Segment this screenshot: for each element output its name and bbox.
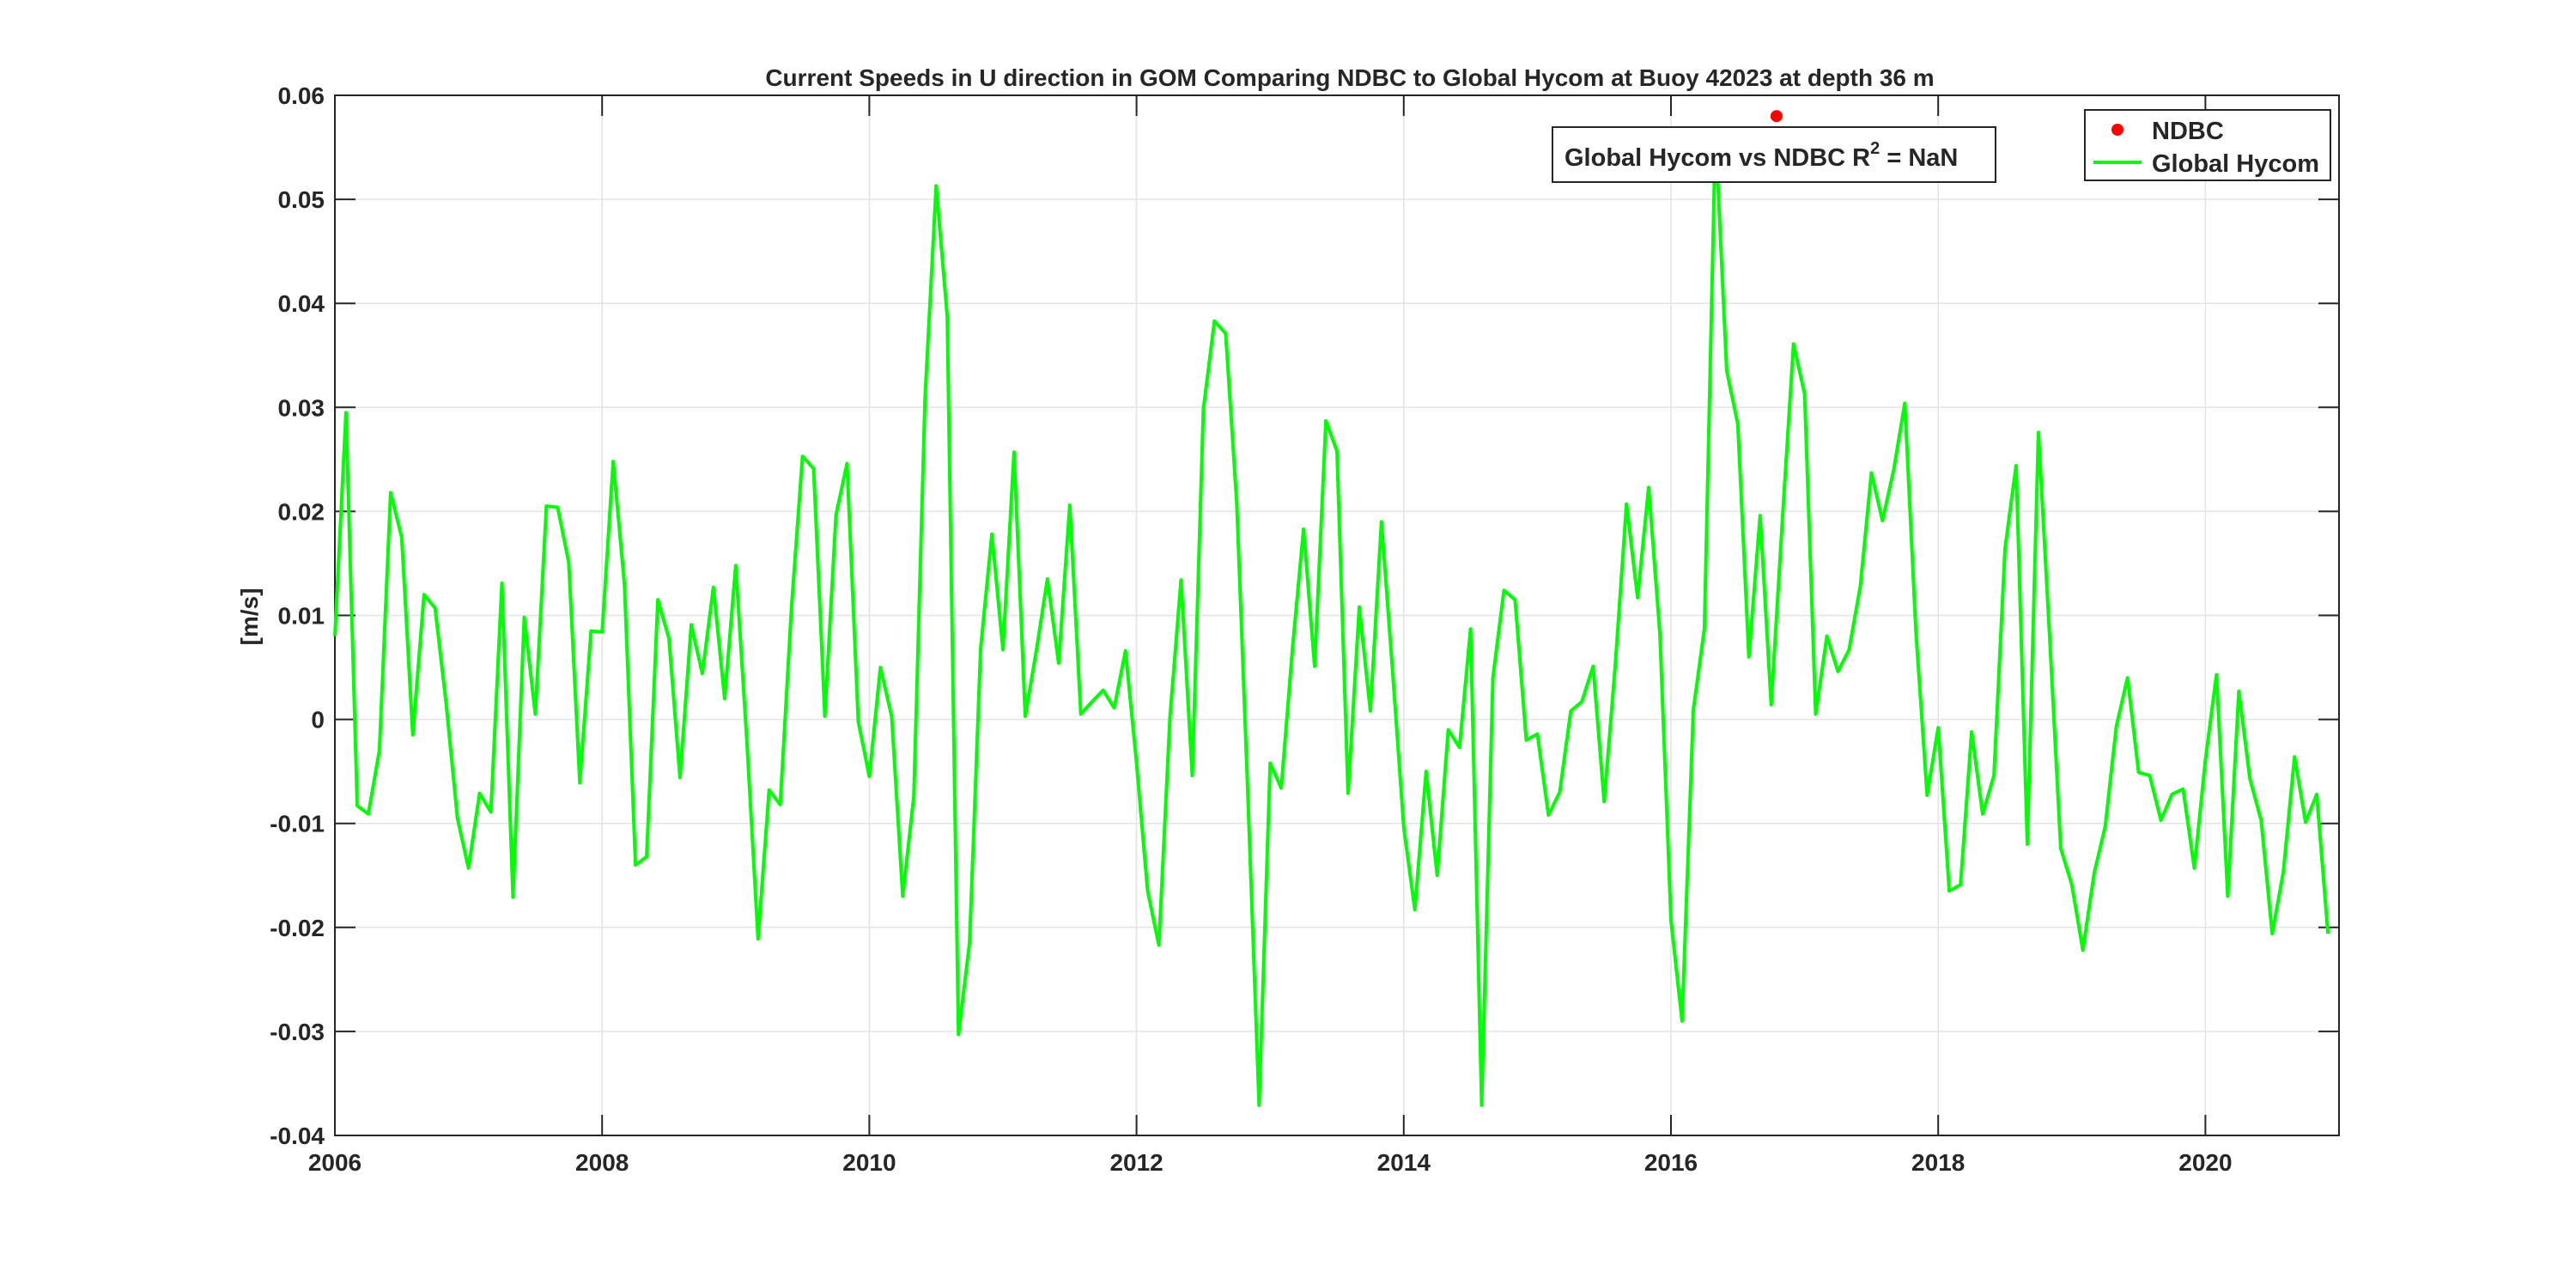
y-tick-label: -0.01 xyxy=(270,811,325,837)
x-tick-label: 2012 xyxy=(1109,1149,1163,1176)
x-tick-label: 2014 xyxy=(1377,1149,1431,1176)
x-tick-label: 2008 xyxy=(575,1149,629,1176)
y-tick-label: 0.03 xyxy=(278,394,325,421)
y-axis-tick-labels: -0.04 -0.03 -0.02 -0.01 0 0.01 0.02 0.03 0.04 0.0… xyxy=(270,82,325,1149)
y-tick-label: 0 xyxy=(311,707,325,733)
x-tick-label: 2016 xyxy=(1644,1149,1698,1176)
x-axis-tick-labels: 2006 2008 2010 2012 2014 2016 2018 2020 xyxy=(308,1149,2233,1176)
y-tick-label: 0.06 xyxy=(278,82,325,109)
data-point-ndbc xyxy=(1770,110,1783,123)
x-tick-label: 2010 xyxy=(842,1149,896,1176)
series-layer xyxy=(333,110,2330,1107)
legend-label-ndbc: NDBC xyxy=(2152,118,2224,145)
annotation-frame xyxy=(1552,126,1996,183)
legend-marker-ndbc xyxy=(2111,124,2123,136)
annotation-text: Global Hycom vs NDBC R2 = NaN xyxy=(1564,139,1958,172)
y-tick-label: 0.02 xyxy=(278,498,325,525)
x-tick-label: 2006 xyxy=(308,1149,361,1176)
y-tick-label: -0.04 xyxy=(270,1123,325,1149)
y-tick-label: 0.05 xyxy=(278,186,325,213)
annotation-box: Global Hycom vs NDBC R2 = NaN xyxy=(1552,126,1996,183)
x-tick-label: 2020 xyxy=(2178,1149,2232,1176)
annotation-suffix: = NaN xyxy=(1880,144,1958,172)
legend-label-global-hycom: Global Hycom xyxy=(2152,150,2319,178)
legend: NDBC Global Hycom xyxy=(2084,109,2331,181)
series-line-global-hycom xyxy=(333,130,2330,1107)
annotation-superscript: 2 xyxy=(1870,139,1880,158)
y-axis-label: [m/s] xyxy=(236,588,263,646)
legend-frame xyxy=(2084,109,2331,181)
y-tick-label: -0.03 xyxy=(270,1019,325,1045)
chart-title: Current Speeds in U direction in GOM Com… xyxy=(765,64,1934,91)
grid-lines xyxy=(334,94,2339,1136)
y-tick-label: 0.04 xyxy=(278,290,325,317)
y-tick-label: -0.02 xyxy=(270,915,325,941)
annotation-prefix: Global Hycom vs NDBC R xyxy=(1564,144,1870,172)
x-tick-label: 2018 xyxy=(1911,1149,1965,1176)
y-tick-label: 0.01 xyxy=(278,603,325,630)
axis-ticks xyxy=(334,94,2339,1136)
